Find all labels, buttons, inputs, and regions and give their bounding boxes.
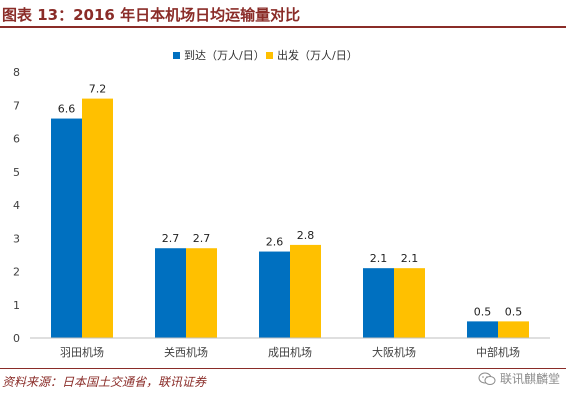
footer-divider bbox=[0, 368, 566, 369]
data-label: 2.7 bbox=[193, 232, 211, 245]
bar-2 bbox=[498, 321, 529, 338]
x-tick-label: 大阪机场 bbox=[372, 345, 416, 359]
legend-label-2: 出发（万人/日） bbox=[277, 48, 358, 62]
x-tick-label: 羽田机场 bbox=[60, 345, 104, 359]
watermark-text: 联讯麒麟堂 bbox=[499, 372, 560, 386]
data-label: 2.7 bbox=[162, 232, 180, 245]
bar-2 bbox=[82, 98, 113, 338]
data-label: 2.1 bbox=[401, 252, 419, 265]
legend: 到达（万人/日） 出发（万人/日） bbox=[173, 48, 358, 62]
data-label: 0.5 bbox=[505, 305, 523, 318]
bar-chart: 到达（万人/日） 出发（万人/日） 0 1 2 3 4 5 6 7 8 6.6 7.2 2.7 2.7 2… bbox=[13, 48, 550, 359]
y-tick-label: 4 bbox=[13, 199, 20, 212]
source-note: 资料来源：日本国土交通省，联讯证券 bbox=[2, 375, 207, 389]
y-axis: 0 1 2 3 4 5 6 7 8 bbox=[13, 66, 20, 345]
bar-1 bbox=[155, 248, 186, 338]
legend-label-1: 到达（万人/日） bbox=[184, 49, 265, 62]
watermark: 联讯麒麟堂 bbox=[478, 370, 560, 387]
x-tick-label: 中部机场 bbox=[476, 345, 520, 359]
bar-1 bbox=[51, 118, 82, 338]
data-label: 2.1 bbox=[370, 252, 388, 265]
wechat-icon bbox=[478, 372, 496, 385]
data-label: 6.6 bbox=[58, 103, 76, 116]
y-tick-label: 1 bbox=[13, 299, 20, 312]
title-divider bbox=[0, 26, 566, 28]
data-label: 2.6 bbox=[266, 236, 284, 249]
y-tick-label: 2 bbox=[13, 266, 20, 279]
data-label: 0.5 bbox=[474, 305, 492, 318]
data-label: 2.8 bbox=[297, 229, 315, 242]
bar-2 bbox=[394, 268, 425, 338]
y-tick-label: 0 bbox=[13, 332, 20, 345]
data-labels: 6.6 7.2 2.7 2.7 2.6 2.8 2.1 2.1 0.5 0.5 bbox=[58, 83, 523, 319]
legend-swatch-2 bbox=[266, 52, 273, 59]
bar-1 bbox=[259, 251, 290, 338]
x-tick-label: 关西机场 bbox=[164, 345, 208, 359]
y-tick-label: 5 bbox=[13, 166, 20, 179]
page-title: 图表 13：2016 年日本机场日均运输量对比 bbox=[2, 6, 301, 24]
bar-1 bbox=[363, 268, 394, 338]
bar-2 bbox=[186, 248, 217, 338]
bar-1 bbox=[467, 321, 498, 338]
bars bbox=[51, 98, 529, 338]
y-tick-label: 3 bbox=[13, 232, 20, 245]
x-axis: 羽田机场 关西机场 成田机场 大阪机场 中部机场 bbox=[30, 337, 550, 359]
y-tick-label: 8 bbox=[13, 66, 20, 79]
y-tick-label: 6 bbox=[13, 133, 20, 146]
legend-swatch-1 bbox=[173, 52, 180, 59]
data-label: 7.2 bbox=[89, 83, 107, 96]
bar-2 bbox=[290, 244, 321, 338]
y-tick-label: 7 bbox=[13, 99, 20, 112]
x-tick-label: 成田机场 bbox=[268, 345, 312, 359]
